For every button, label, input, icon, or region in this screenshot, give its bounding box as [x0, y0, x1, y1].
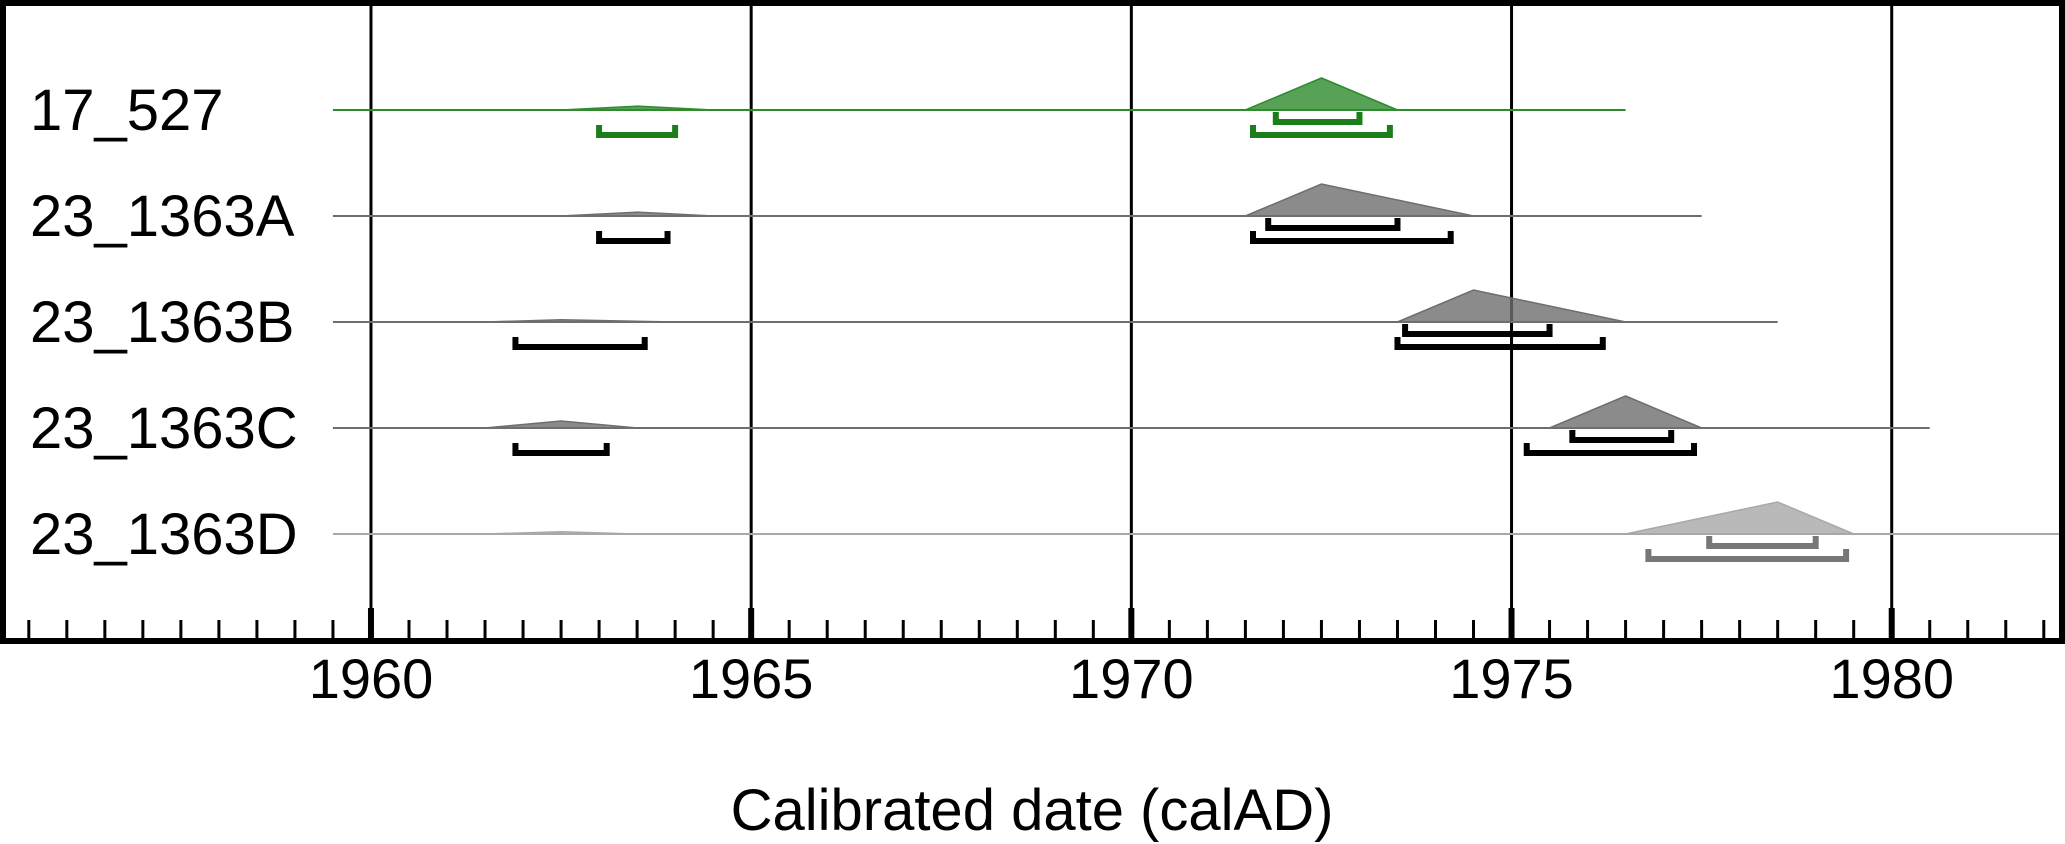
range-68-bracket — [1402, 324, 1553, 337]
series-row: 23_1363A — [30, 183, 1702, 249]
range-95-bracket — [512, 337, 648, 350]
distribution-peak — [1245, 77, 1398, 111]
series-row: 23_1363B — [30, 289, 1778, 355]
series-row: 17_527 — [30, 77, 1626, 143]
x-tick-label: 1980 — [1829, 647, 1954, 710]
series-row: 23_1363D — [30, 501, 2059, 567]
range-95-bracket — [596, 231, 671, 244]
range-95-bracket — [512, 443, 610, 456]
x-tick-label: 1965 — [689, 647, 814, 710]
plot-frame — [0, 0, 2065, 644]
distribution-peak — [1245, 183, 1474, 217]
range-95-bracket — [1250, 231, 1454, 244]
range-68-bracket — [1569, 430, 1675, 443]
series-label: 23_1363D — [30, 502, 298, 567]
range-68-bracket — [1272, 112, 1363, 125]
range-95-bracket — [1394, 337, 1606, 350]
series-label: 23_1363C — [30, 396, 298, 461]
range-95-bracket — [596, 125, 679, 138]
distribution-peak — [484, 420, 638, 429]
x-tick-label: 1975 — [1449, 647, 1574, 710]
x-axis-title: Calibrated date (calAD) — [731, 778, 1334, 843]
series-group: 17_527 23_1363A 23_1363B 23_1363C 23_1363D — [30, 77, 2059, 567]
series-label: 23_1363A — [30, 184, 295, 249]
x-tick-label: 1970 — [1069, 647, 1194, 710]
range-68-bracket — [1265, 218, 1401, 231]
series-row: 23_1363C — [30, 395, 1930, 461]
range-68-bracket — [1706, 536, 1819, 549]
series-label: 17_527 — [30, 78, 224, 143]
range-95-bracket — [1523, 443, 1698, 456]
series-label: 23_1363B — [30, 290, 294, 355]
x-tick-label: 1960 — [309, 647, 434, 710]
distribution-peak — [1625, 501, 1854, 535]
range-95-bracket — [1250, 125, 1393, 138]
range-95-bracket — [1645, 549, 1850, 562]
x-axis: 1960 1965 1970 1975 1980 — [27, 608, 2046, 710]
distribution-peak — [1549, 395, 1702, 429]
